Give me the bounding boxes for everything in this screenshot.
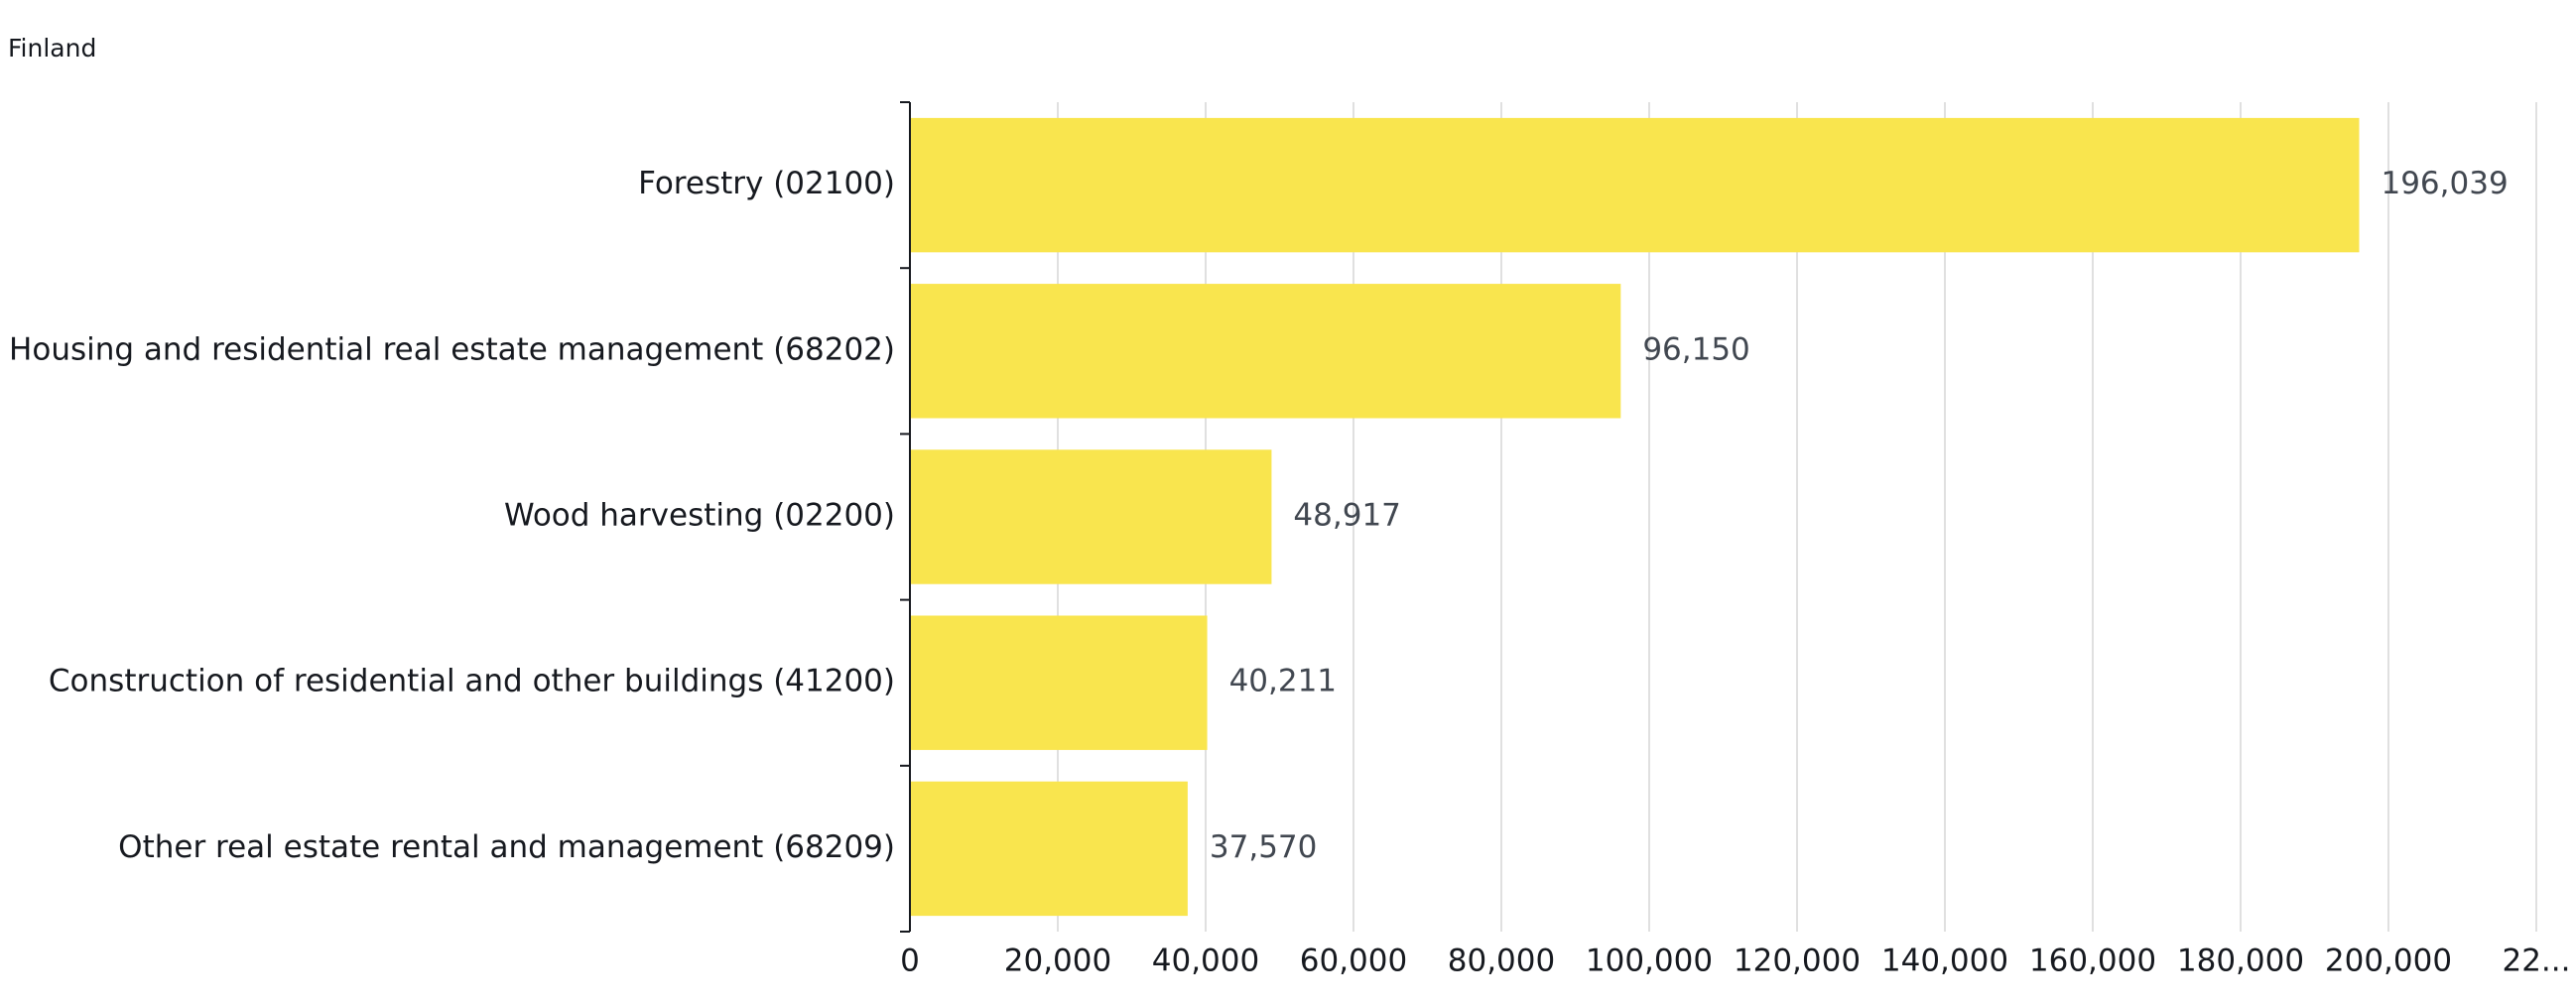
value-label: 48,917	[1293, 498, 1400, 534]
x-tick-label: 100,000	[1586, 944, 1713, 979]
bar	[910, 284, 1621, 419]
value-label: 37,570	[1210, 829, 1317, 865]
bar	[910, 781, 1188, 917]
y-tick-label: Forestry (02100)	[638, 166, 895, 201]
value-label: 196,039	[2381, 166, 2508, 201]
bar	[910, 117, 2360, 253]
x-tick-label: 22...	[2502, 944, 2570, 979]
x-tick-label: 200,000	[2325, 944, 2452, 979]
value-label: 40,211	[1229, 664, 1337, 699]
x-tick-label: 60,000	[1300, 944, 1407, 979]
x-tick-label: 40,000	[1152, 944, 1259, 979]
y-tick-label: Construction of residential and other bu…	[49, 664, 895, 699]
x-tick-label: 80,000	[1448, 944, 1555, 979]
y-tick-label: Wood harvesting (02200)	[504, 498, 895, 534]
bar	[910, 615, 1208, 750]
y-tick-label: Housing and residential real estate mana…	[9, 331, 895, 367]
y-tick-label: Other real estate rental and management …	[118, 829, 895, 865]
x-tick-label: 120,000	[1734, 944, 1861, 979]
value-label: 96,150	[1642, 331, 1749, 367]
bar	[910, 449, 1272, 584]
x-tick-label: 20,000	[1004, 944, 1111, 979]
x-tick-label: 0	[900, 944, 920, 979]
x-tick-label: 140,000	[1881, 944, 2008, 979]
chart-title: Finland	[8, 34, 96, 63]
x-tick-label: 160,000	[2029, 944, 2156, 979]
x-tick-label: 180,000	[2177, 944, 2304, 979]
